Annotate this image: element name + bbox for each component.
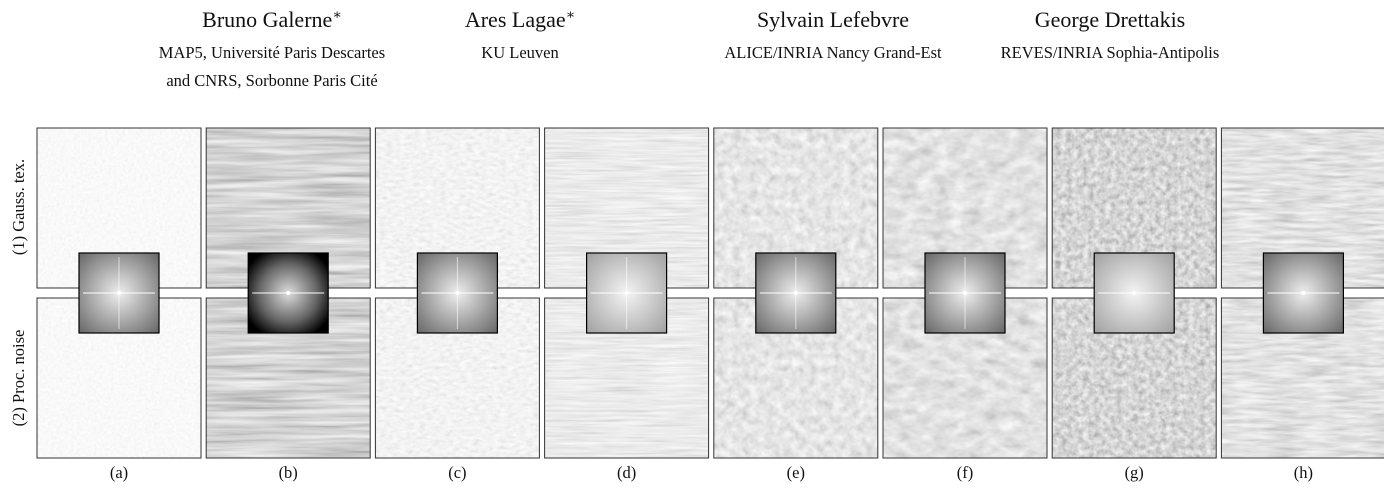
affiliation: and CNRS, Sorbonne Paris Cité — [166, 71, 377, 90]
spectrum-center — [625, 291, 629, 295]
spectrum-center — [963, 291, 967, 295]
affiliation: REVES/INRIA Sophia-Antipolis — [1001, 43, 1220, 62]
author-name: Sylvain Lefebvre — [757, 7, 909, 32]
spectrum-center — [1301, 291, 1305, 295]
author-name: Bruno Galerne∗ — [202, 7, 342, 32]
author-name-text: Bruno Galerne — [202, 7, 332, 32]
panel-caption: (d) — [617, 463, 636, 482]
panel-caption: (g) — [1125, 463, 1144, 482]
spectrum-center — [794, 291, 798, 295]
panel-caption: (b) — [279, 463, 298, 482]
author-name: George Drettakis — [1035, 7, 1186, 32]
author-mark: ∗ — [332, 8, 342, 23]
row-label: (1) Gauss. tex. — [9, 159, 28, 255]
spectrum-center — [455, 291, 459, 295]
author-mark: ∗ — [566, 8, 576, 23]
author-name-text: Sylvain Lefebvre — [757, 7, 909, 32]
panel-caption: (e) — [787, 463, 805, 482]
spectrum-center — [286, 291, 290, 295]
author-name: Ares Lagae∗ — [465, 7, 575, 32]
affiliation: MAP5, Université Paris Descartes — [159, 43, 385, 62]
panel-caption: (f) — [957, 463, 973, 482]
affiliation: KU Leuven — [481, 43, 558, 62]
spectrum-center — [1132, 291, 1136, 295]
row-label: (2) Proc. noise — [9, 330, 28, 427]
author-name-text: George Drettakis — [1035, 7, 1186, 32]
panel-caption: (h) — [1294, 463, 1313, 482]
spectrum-center — [117, 291, 121, 295]
figure: Bruno Galerne∗MAP5, Université Paris Des… — [0, 0, 1384, 486]
panel-caption: (a) — [110, 463, 128, 482]
panel-caption: (c) — [448, 463, 466, 482]
affiliation: ALICE/INRIA Nancy Grand-Est — [724, 43, 942, 62]
author-name-text: Ares Lagae — [465, 7, 566, 32]
